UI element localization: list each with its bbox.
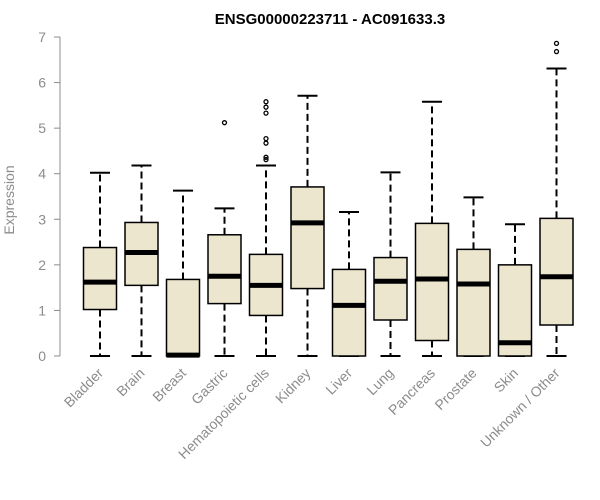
y-tick-label: 2	[38, 257, 46, 273]
x-tick-label: Prostate	[431, 365, 479, 413]
y-axis-label: Expression	[1, 165, 17, 234]
box-9	[414, 100, 450, 357]
x-tick-label: Kidney	[272, 365, 314, 407]
box-6	[290, 94, 325, 357]
y-tick-label: 4	[38, 166, 46, 182]
y-tick-label: 1	[38, 302, 46, 318]
outlier-point	[263, 110, 269, 116]
y-tick-label: 3	[38, 211, 46, 227]
x-tick-label: Bladder	[61, 365, 107, 411]
x-tick-label: Unknown / Other	[477, 365, 563, 451]
outlier-point	[221, 120, 228, 126]
outlier-point	[263, 154, 269, 160]
iqr-box	[456, 248, 491, 357]
iqr-box	[207, 234, 242, 305]
box-2	[124, 164, 159, 357]
iqr-box	[165, 278, 201, 357]
outlier-point	[553, 40, 560, 47]
box-12	[539, 40, 574, 357]
box-1	[82, 171, 118, 357]
y-tick-label: 5	[38, 120, 46, 136]
x-tick-label: Lung	[363, 365, 396, 398]
box-4	[207, 120, 242, 357]
iqr-box	[373, 256, 408, 321]
box-series	[82, 40, 574, 358]
box-11	[497, 223, 533, 357]
iqr-box	[331, 268, 367, 357]
box-8	[373, 171, 408, 357]
outlier-point	[263, 135, 269, 142]
iqr-box	[539, 217, 574, 326]
box-7	[331, 210, 367, 357]
y-tick-label: 6	[38, 75, 46, 91]
outlier-point	[263, 99, 269, 105]
y-tick-label: 0	[38, 348, 46, 364]
x-tick-label: Liver	[322, 365, 355, 398]
x-tick-label: Brain	[113, 365, 147, 399]
chart-title: ENSG00000223711 - AC091633.3	[215, 11, 445, 28]
box-10	[456, 196, 491, 357]
y-axis: 0 1 2 3 4 5 6 7	[38, 29, 61, 364]
box-3	[165, 189, 201, 358]
x-tick-label: Skin	[491, 365, 522, 396]
iqr-box	[414, 222, 450, 342]
outlier-point	[553, 48, 560, 55]
outlier-point	[263, 156, 269, 163]
outlier-point	[263, 140, 269, 146]
box-5	[248, 99, 284, 357]
iqr-box	[290, 186, 325, 290]
x-tick-label: Breast	[149, 365, 189, 405]
iqr-box	[82, 246, 118, 311]
outlier-point	[263, 104, 269, 110]
y-tick-label: 7	[38, 29, 46, 45]
